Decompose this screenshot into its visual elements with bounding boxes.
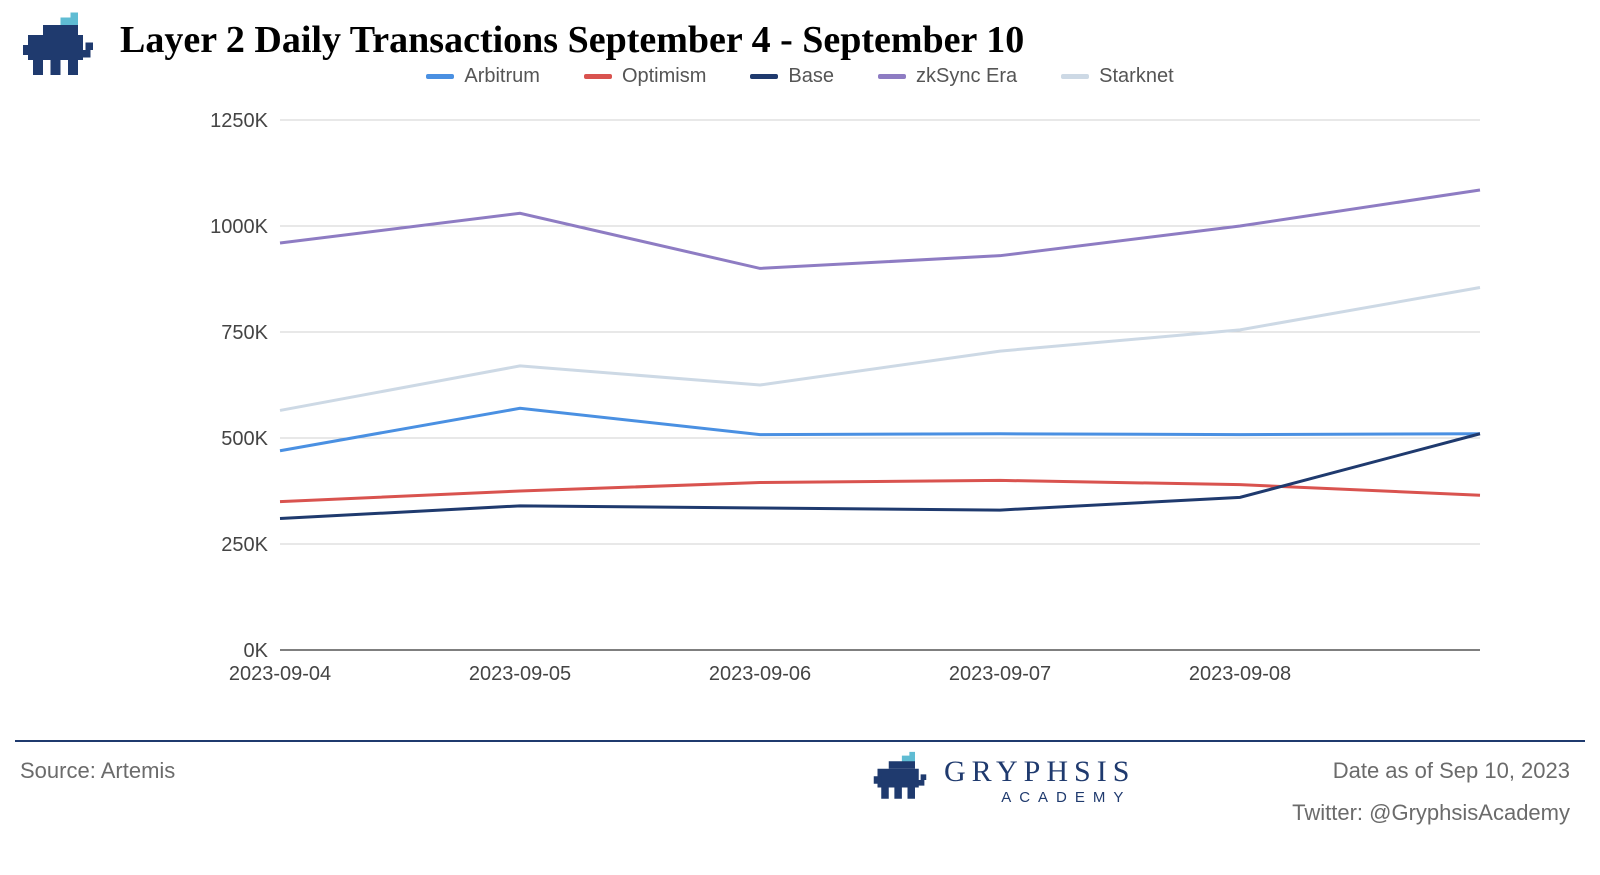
brand-subtitle: ACADEMY [944, 789, 1135, 806]
legend-item[interactable]: Arbitrum [426, 65, 540, 88]
y-tick-label: 1250K [210, 110, 268, 132]
brand-name: GRYPHSIS [944, 755, 1135, 789]
gryphsis-footer-icon [870, 750, 930, 810]
series-line [280, 190, 1480, 268]
date-label: Date as of Sep 10, 2023 [1333, 758, 1570, 784]
legend-item[interactable]: Optimism [584, 65, 706, 88]
twitter-label: Twitter: @GryphsisAcademy [1292, 800, 1570, 826]
y-tick-label: 500K [221, 428, 268, 450]
legend-label: zkSync Era [916, 65, 1017, 88]
legend-swatch-icon [426, 74, 454, 79]
chart-title: Layer 2 Daily Transactions September 4 -… [120, 18, 1024, 62]
series-line [280, 434, 1480, 519]
chart-area: 0K 250K 500K 750K 1000K 1250K 2023-09-04 2023-0… [180, 110, 1490, 710]
legend-swatch-icon [1061, 74, 1089, 79]
legend-item[interactable]: zkSync Era [878, 65, 1017, 88]
footer-divider [15, 740, 1585, 742]
page: Layer 2 Daily Transactions September 4 -… [0, 0, 1600, 875]
footer-logo-text: GRYPHSIS ACADEMY [944, 755, 1135, 806]
footer-logo: GRYPHSIS ACADEMY [870, 750, 1135, 810]
x-tick-label: 2023-09-06 [709, 663, 811, 685]
legend-label: Arbitrum [464, 65, 540, 88]
y-tick-label: 1000K [210, 216, 268, 238]
legend-label: Base [788, 65, 834, 88]
legend-item[interactable]: Base [750, 65, 834, 88]
series-line [280, 408, 1480, 450]
series-line [280, 287, 1480, 410]
x-tick-label: 2023-09-05 [469, 663, 571, 685]
series-line [280, 480, 1480, 501]
legend: Arbitrum Optimism Base zkSync Era Starknet [0, 62, 1600, 88]
legend-swatch-icon [584, 74, 612, 79]
x-tick-label: 2023-09-04 [229, 663, 331, 685]
legend-label: Optimism [622, 65, 706, 88]
legend-swatch-icon [878, 74, 906, 79]
x-tick-label: 2023-09-08 [1189, 663, 1291, 685]
line-chart: 0K 250K 500K 750K 1000K 1250K 2023-09-04 2023-0… [180, 110, 1490, 710]
source-label: Source: Artemis [20, 758, 175, 784]
legend-swatch-icon [750, 74, 778, 79]
legend-item[interactable]: Starknet [1061, 65, 1173, 88]
y-tick-label: 750K [221, 322, 268, 344]
y-tick-label: 250K [221, 534, 268, 556]
y-tick-label: 0K [244, 640, 269, 662]
legend-label: Starknet [1099, 65, 1173, 88]
x-tick-label: 2023-09-07 [949, 663, 1051, 685]
